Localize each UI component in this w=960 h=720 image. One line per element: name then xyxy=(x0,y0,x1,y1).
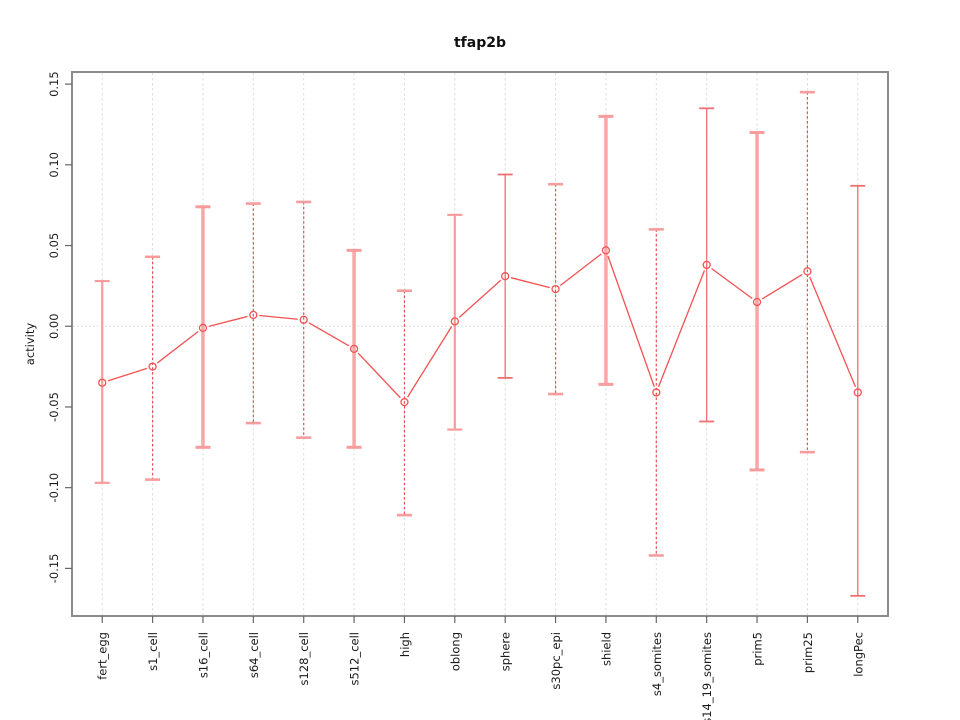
svg-text:0.10: 0.10 xyxy=(47,152,61,178)
plot-frame xyxy=(71,71,889,617)
svg-text:fert_egg: fert_egg xyxy=(96,632,110,680)
svg-text:0.00: 0.00 xyxy=(47,313,61,339)
svg-text:s30pc_epi: s30pc_epi xyxy=(549,632,563,690)
data-points xyxy=(98,246,862,407)
svg-text:s1_cell: s1_cell xyxy=(146,632,160,671)
svg-text:-0.05: -0.05 xyxy=(47,392,61,422)
svg-text:s512_cell: s512_cell xyxy=(348,632,362,685)
svg-text:high: high xyxy=(398,632,412,657)
x-axis-ticks xyxy=(101,616,859,623)
svg-text:prim5: prim5 xyxy=(751,632,765,666)
svg-text:sphere: sphere xyxy=(499,632,513,671)
y-axis-title: activity xyxy=(23,323,37,366)
series-line xyxy=(107,253,857,399)
svg-text:s14_19_somites: s14_19_somites xyxy=(700,632,714,720)
svg-text:shield: shield xyxy=(599,632,613,666)
svg-text:s4_somites: s4_somites xyxy=(650,632,664,696)
svg-text:longPec: longPec xyxy=(851,632,865,677)
error-bars xyxy=(94,90,866,597)
gridlines xyxy=(101,73,859,615)
svg-text:-0.10: -0.10 xyxy=(47,473,61,503)
svg-text:prim25: prim25 xyxy=(801,632,815,673)
svg-text:-0.15: -0.15 xyxy=(47,553,61,583)
svg-text:s16_cell: s16_cell xyxy=(196,632,210,678)
svg-text:0.05: 0.05 xyxy=(47,233,61,259)
chart-title: tfap2b xyxy=(454,35,506,51)
svg-text:s64_cell: s64_cell xyxy=(247,632,261,678)
svg-text:oblong: oblong xyxy=(448,632,462,671)
y-axis-labels: -0.15 -0.10 -0.05 0.00 0.05 0.10 0.15 xyxy=(47,71,61,583)
y-axis-ticks xyxy=(65,83,72,569)
svg-text:s128_cell: s128_cell xyxy=(297,632,311,685)
svg-text:0.15: 0.15 xyxy=(47,71,61,97)
x-axis-labels: fert_egg s1_cell s16_cell s64_cell s128_cell… xyxy=(96,632,866,720)
